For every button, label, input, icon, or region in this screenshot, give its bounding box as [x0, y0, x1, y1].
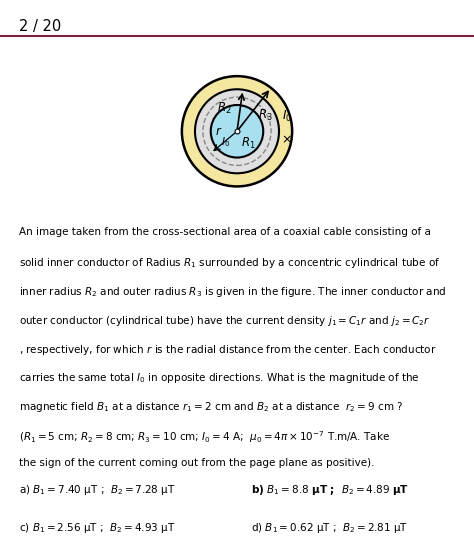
Text: c) $B_1 = 2.56$ μT ;  $B_2 = 4.93$ μT: c) $B_1 = 2.56$ μT ; $B_2 = 4.93$ μT [19, 521, 175, 535]
Circle shape [182, 76, 292, 187]
Text: inner radius $R_2$ and outer radius $R_3$ is given in the figure. The inner cond: inner radius $R_2$ and outer radius $R_3… [19, 285, 447, 299]
Text: carries the same total $I_0$ in opposite directions. What is the magnitude of th: carries the same total $I_0$ in opposite… [19, 371, 419, 386]
Text: the sign of the current coming out from the page plane as positive).: the sign of the current coming out from … [19, 458, 374, 468]
Text: $\times$: $\times$ [281, 133, 292, 146]
Text: outer conductor (cylindrical tube) have the current density $j_1 = C_1r$ and $j_: outer conductor (cylindrical tube) have … [19, 313, 430, 328]
Text: $R_1$: $R_1$ [240, 136, 255, 150]
Text: d) $B_1 = 0.62$ μT ;  $B_2 = 2.81$ μT: d) $B_1 = 0.62$ μT ; $B_2 = 2.81$ μT [251, 521, 408, 535]
Text: An image taken from the cross-sectional area of a coaxial cable consisting of a: An image taken from the cross-sectional … [19, 227, 431, 237]
Text: a) $B_1 = 7.40$ μT ;  $B_2 = 7.28$ μT: a) $B_1 = 7.40$ μT ; $B_2 = 7.28$ μT [19, 483, 175, 497]
Text: 2 / 20: 2 / 20 [19, 19, 61, 34]
Circle shape [211, 105, 263, 158]
Text: solid inner conductor of Radius $R_1$ surrounded by a concentric cylindrical tub: solid inner conductor of Radius $R_1$ su… [19, 256, 440, 270]
Text: , respectively, for which $r$ is the radial distance from the center. Each condu: , respectively, for which $r$ is the rad… [19, 342, 437, 357]
Text: $r$: $r$ [215, 125, 223, 138]
Text: b) $B_1 = 8.8$ μT ;  $B_2 = 4.89$ μT: b) $B_1 = 8.8$ μT ; $B_2 = 4.89$ μT [251, 483, 409, 497]
Text: $(R_1 = 5$ cm; $R_2 = 8$ cm; $R_3 = 10$ cm; $I_0 = 4$ A;  $\mu_0 = 4\pi\times10^: $(R_1 = 5$ cm; $R_2 = 8$ cm; $R_3 = 10$ … [19, 429, 390, 445]
Text: $I_0$: $I_0$ [282, 109, 292, 124]
Text: $R_2$: $R_2$ [217, 101, 232, 116]
Text: $R_3$: $R_3$ [258, 108, 273, 123]
Circle shape [195, 89, 279, 173]
Text: $I_0$: $I_0$ [221, 136, 230, 149]
Text: magnetic field $B_1$ at a distance $r_1 = 2$ cm and $B_2$ at a distance  $r_2 = : magnetic field $B_1$ at a distance $r_1 … [19, 400, 403, 414]
